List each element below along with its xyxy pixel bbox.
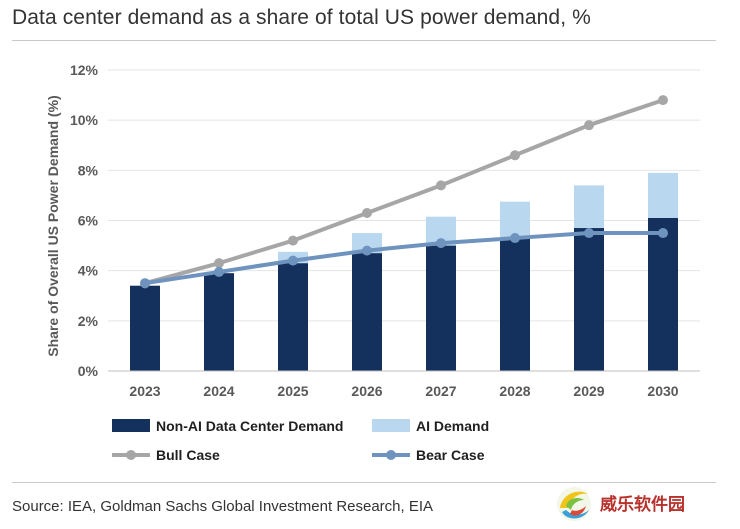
bar-non-ai <box>278 263 308 371</box>
bar-layer <box>130 172 678 371</box>
point-bear-case <box>362 245 372 256</box>
bar-non-ai <box>500 238 530 371</box>
legend-layer: Non-AI Data Center Demand AI Demand Bull… <box>112 418 489 463</box>
legend-swatch-non-ai <box>112 419 150 432</box>
x-tick-label: 2024 <box>203 383 234 399</box>
legend-label-bear: Bear Case <box>416 447 485 463</box>
y-tick-label: 12% <box>70 62 99 78</box>
point-bull-case <box>584 120 594 131</box>
y-tick-label: 2% <box>78 313 99 329</box>
y-tick-label: 8% <box>78 162 99 178</box>
chart-title: Data center demand as a share of total U… <box>12 6 591 29</box>
y-tick-label: 6% <box>78 213 99 229</box>
point-bull-case <box>658 95 668 106</box>
y-axis-label: Share of Overall US Power Demand (%) <box>45 95 61 356</box>
x-tick-label: 2025 <box>277 383 308 399</box>
swirl-logo-icon <box>557 487 591 521</box>
x-tick-label: 2029 <box>573 383 604 399</box>
line-layer <box>140 95 668 289</box>
bar-ai <box>648 172 678 218</box>
bar-non-ai <box>130 285 160 371</box>
bar-non-ai <box>648 217 678 371</box>
point-bear-case <box>658 228 668 239</box>
title-divider <box>12 40 716 41</box>
line-bull-case <box>144 98 664 286</box>
point-bull-case <box>436 180 446 191</box>
legend-label-bull: Bull Case <box>156 447 220 463</box>
bar-non-ai <box>426 245 456 371</box>
point-bull-case <box>362 207 372 218</box>
line-bear-case <box>144 231 663 286</box>
point-bear-case <box>510 233 520 244</box>
brand-logo: 威乐软件园 <box>557 487 685 521</box>
point-bull-case <box>510 150 520 161</box>
y-tick-label: 4% <box>78 263 99 279</box>
footer-divider <box>12 482 716 483</box>
point-bull-case <box>214 258 224 269</box>
legend-marker-bear <box>386 450 396 460</box>
bar-ai <box>500 201 530 239</box>
point-bear-case <box>436 238 446 249</box>
bar-ai <box>574 185 604 229</box>
point-bear-case <box>140 278 150 289</box>
chart-svg: 0% 2% 4% 6% 8% 10% 12% 2023 2024 2025 2026 2027 2028… <box>45 62 700 463</box>
x-tick-label: 2026 <box>351 383 382 399</box>
legend-swatch-ai <box>372 419 410 432</box>
point-bear-case <box>288 255 298 266</box>
legend-label-ai: AI Demand <box>416 418 489 434</box>
source-note: Source: IEA, Goldman Sachs Global Invest… <box>12 498 434 515</box>
point-bear-case <box>214 266 224 277</box>
x-tick-label: 2027 <box>425 383 456 399</box>
bar-non-ai <box>204 273 234 371</box>
bar-non-ai <box>574 228 604 371</box>
logo-text: 威乐软件园 <box>600 494 685 515</box>
x-tick-label: 2030 <box>647 383 678 399</box>
point-bear-case <box>584 228 594 239</box>
bar-non-ai <box>352 253 382 371</box>
y-tick-label: 0% <box>78 363 99 379</box>
point-bull-case <box>288 235 298 246</box>
legend-label-non-ai: Non-AI Data Center Demand <box>156 418 343 434</box>
y-tick-label: 10% <box>70 112 99 128</box>
x-tick-label: 2023 <box>129 383 160 399</box>
grid-layer <box>108 69 700 322</box>
axis-layer: 0% 2% 4% 6% 8% 10% 12% 2023 2024 2025 2026 2027 2028… <box>70 62 700 399</box>
x-tick-label: 2028 <box>499 383 530 399</box>
legend-marker-bull <box>126 450 136 460</box>
